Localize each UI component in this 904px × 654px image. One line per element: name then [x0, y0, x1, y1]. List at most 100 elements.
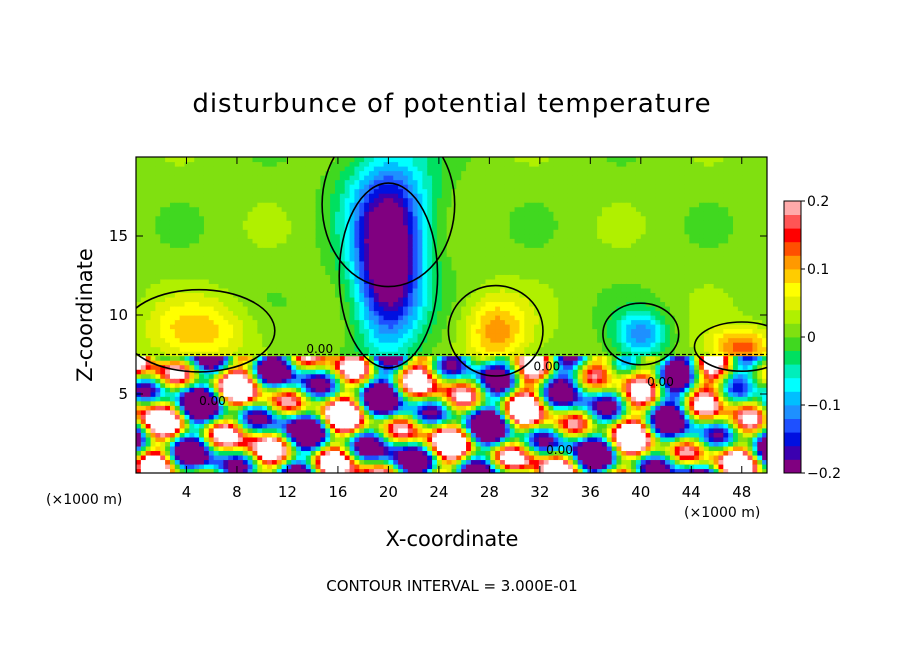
heatmap-cell [271, 414, 278, 420]
heatmap-cell [310, 292, 317, 298]
heatmap-cell [456, 238, 462, 244]
heatmap-cell [407, 305, 414, 312]
heatmap-cell [305, 378, 312, 384]
heatmap-cell [165, 436, 171, 442]
heatmap-cell [330, 378, 336, 384]
heatmap-cell [330, 296, 336, 303]
heatmap-cell [310, 224, 317, 230]
heatmap-cell [378, 459, 385, 465]
heatmap-cell [412, 238, 419, 244]
heatmap-cell [480, 463, 487, 470]
heatmap-cell [368, 342, 375, 348]
heatmap-cell [388, 287, 394, 294]
heatmap-cell [330, 346, 336, 352]
heatmap-cell [446, 423, 453, 429]
heatmap-cell [165, 324, 171, 330]
heatmap-cell [325, 215, 331, 221]
heatmap-cell [436, 256, 443, 262]
heatmap-cell [417, 170, 423, 176]
heatmap-cell [475, 409, 482, 415]
heatmap-cell [441, 445, 448, 452]
heatmap-cell [218, 441, 224, 447]
heatmap-cell [218, 427, 224, 433]
heatmap-cell [252, 188, 258, 194]
heatmap-cell [359, 269, 365, 275]
heatmap-cell [242, 197, 249, 203]
heatmap-cell [165, 233, 171, 239]
heatmap-cell [174, 342, 181, 348]
heatmap-cell [276, 369, 283, 375]
heatmap-cell [169, 170, 176, 176]
heatmap-cell [446, 382, 453, 388]
heatmap-cell [237, 319, 244, 325]
heatmap-cell [286, 409, 292, 415]
heatmap-cell [257, 278, 263, 284]
heatmap-cell [184, 436, 190, 442]
heatmap-cell [150, 418, 157, 424]
heatmap-cell [291, 292, 297, 298]
heatmap-cell [291, 224, 297, 230]
heatmap-cell [339, 450, 346, 456]
heatmap-cell [305, 310, 312, 316]
heatmap-cell [194, 382, 200, 388]
heatmap-cell [136, 337, 142, 343]
heatmap-cell [174, 396, 181, 402]
heatmap-cell [213, 184, 220, 190]
heatmap-cell [335, 170, 341, 176]
heatmap-cell [432, 188, 438, 194]
heatmap-cell [257, 396, 263, 402]
heatmap-cell [466, 161, 472, 167]
heatmap-cell [412, 342, 419, 348]
heatmap-cell [169, 382, 176, 388]
heatmap-cell [407, 409, 414, 415]
heatmap-cell [402, 175, 409, 181]
heatmap-cell [325, 278, 331, 284]
heatmap-cell [160, 454, 166, 461]
heatmap-cell [237, 468, 244, 473]
heatmap-cell [310, 396, 317, 402]
heatmap-cell [368, 364, 375, 370]
heatmap-cell [451, 260, 457, 266]
heatmap-cell [325, 197, 331, 203]
heatmap-cell [412, 242, 419, 248]
heatmap-cell [296, 229, 302, 235]
heatmap-cell [145, 450, 152, 456]
heatmap-cell [344, 215, 351, 221]
heatmap-cell [155, 220, 161, 226]
heatmap-cell [296, 391, 302, 397]
heatmap-cell [330, 283, 336, 289]
heatmap-cell [427, 157, 433, 163]
heatmap-cell [296, 337, 302, 343]
heatmap-cell [359, 414, 365, 420]
heatmap-cell [349, 400, 356, 406]
heatmap-cell [174, 414, 181, 420]
heatmap-cell [398, 391, 404, 397]
heatmap-cell [281, 324, 288, 330]
heatmap-cell [456, 441, 462, 447]
heatmap-cell [470, 400, 477, 406]
heatmap-cell [315, 414, 322, 420]
heatmap-cell [398, 305, 404, 312]
heatmap-cell [281, 283, 288, 289]
heatmap-cell [359, 224, 365, 230]
heatmap-cell [242, 269, 249, 275]
heatmap-cell [330, 360, 336, 366]
heatmap-cell [466, 184, 472, 190]
heatmap-cell [466, 400, 472, 406]
heatmap-cell [271, 269, 278, 275]
heatmap-cell [276, 305, 283, 312]
heatmap-cell [271, 351, 278, 357]
heatmap-cell [291, 459, 297, 465]
heatmap-cell [368, 179, 375, 185]
heatmap-cell [422, 274, 428, 280]
heatmap-cell [373, 387, 380, 393]
heatmap-cell [349, 238, 356, 244]
heatmap-cell [325, 364, 331, 370]
heatmap-cell [461, 251, 467, 257]
heatmap-cell [378, 166, 385, 172]
heatmap-cell [150, 396, 157, 402]
heatmap-cell [354, 256, 360, 262]
heatmap-cell [412, 175, 419, 181]
heatmap-cell [301, 292, 307, 298]
heatmap-cell [165, 251, 171, 257]
